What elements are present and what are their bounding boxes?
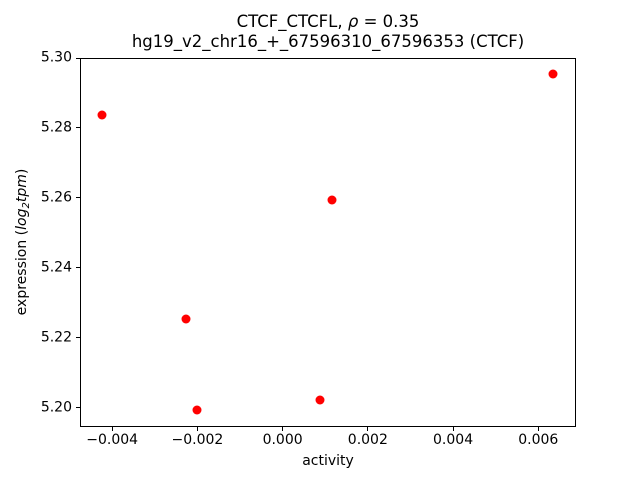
data-point	[327, 195, 337, 205]
y-tick-mark	[76, 127, 80, 129]
data-point	[548, 69, 558, 79]
data-point	[315, 395, 325, 405]
y-tick-mark	[76, 57, 80, 59]
x-tick-label: 0.002	[347, 432, 388, 448]
y-tick-label: 5.30	[40, 49, 72, 66]
title-rho-symbol: ρ	[347, 12, 359, 31]
y-tick-label: 5.24	[40, 259, 72, 276]
x-tick-mark	[367, 427, 369, 431]
chart-subtitle: hg19_v2_chr16_+_67596310_67596353 (CTCF)	[131, 32, 525, 51]
y-tick-label: 5.28	[40, 119, 72, 136]
title-rho-value: = 0.35	[358, 12, 420, 31]
x-tick-mark	[537, 427, 539, 431]
data-point	[181, 314, 191, 324]
y-tick-mark	[76, 407, 80, 409]
x-tick-label: −0.004	[86, 432, 139, 448]
x-tick-label: −0.002	[171, 432, 224, 448]
x-tick-mark	[111, 427, 113, 431]
y-axis-label-suffix: )	[14, 168, 30, 175]
y-tick-label: 5.26	[40, 189, 72, 206]
x-tick-mark	[452, 427, 454, 431]
x-tick-label: 0.000	[262, 432, 303, 448]
y-tick-mark	[76, 267, 80, 269]
plot-area	[80, 58, 576, 427]
y-tick-label: 5.20	[40, 399, 72, 416]
y-tick-label: 5.22	[40, 329, 72, 346]
data-point	[97, 110, 107, 120]
x-tick-label: 0.006	[518, 432, 559, 448]
y-tick-mark	[76, 337, 80, 339]
chart-title-line1: CTCF_CTCFL, ρ = 0.35	[80, 12, 576, 32]
x-tick-mark	[282, 427, 284, 431]
data-point	[192, 405, 202, 415]
y-axis-label-log: log	[14, 208, 30, 230]
x-tick-mark	[196, 427, 198, 431]
title-prefix: CTCF_CTCFL,	[236, 12, 348, 31]
y-tick-mark	[76, 197, 80, 199]
x-tick-label: 0.004	[433, 432, 474, 448]
x-axis-label: activity	[302, 453, 354, 469]
chart-title: CTCF_CTCFL, ρ = 0.35 hg19_v2_chr16_+_675…	[80, 12, 576, 52]
